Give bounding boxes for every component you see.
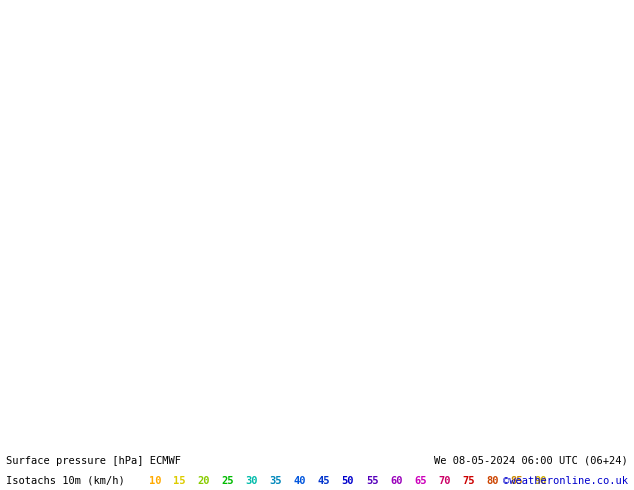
Text: 45: 45 [318, 476, 330, 486]
Text: 55: 55 [366, 476, 378, 486]
Text: 65: 65 [414, 476, 427, 486]
Text: 60: 60 [390, 476, 403, 486]
Text: 50: 50 [342, 476, 354, 486]
Text: 90: 90 [534, 476, 547, 486]
Text: Isotachs 10m (km/h): Isotachs 10m (km/h) [6, 476, 131, 486]
Text: 10: 10 [149, 476, 162, 486]
Text: 75: 75 [462, 476, 475, 486]
Text: 15: 15 [173, 476, 186, 486]
Text: 80: 80 [486, 476, 499, 486]
Text: 30: 30 [245, 476, 258, 486]
Text: We 08-05-2024 06:00 UTC (06+24): We 08-05-2024 06:00 UTC (06+24) [434, 456, 628, 466]
Text: 25: 25 [221, 476, 234, 486]
Text: 40: 40 [294, 476, 306, 486]
Text: 85: 85 [510, 476, 523, 486]
Text: 70: 70 [438, 476, 451, 486]
Text: Surface pressure [hPa] ECMWF: Surface pressure [hPa] ECMWF [6, 456, 181, 466]
Text: ©weatheronline.co.uk: ©weatheronline.co.uk [503, 476, 628, 486]
Text: 20: 20 [197, 476, 210, 486]
Text: 35: 35 [269, 476, 282, 486]
